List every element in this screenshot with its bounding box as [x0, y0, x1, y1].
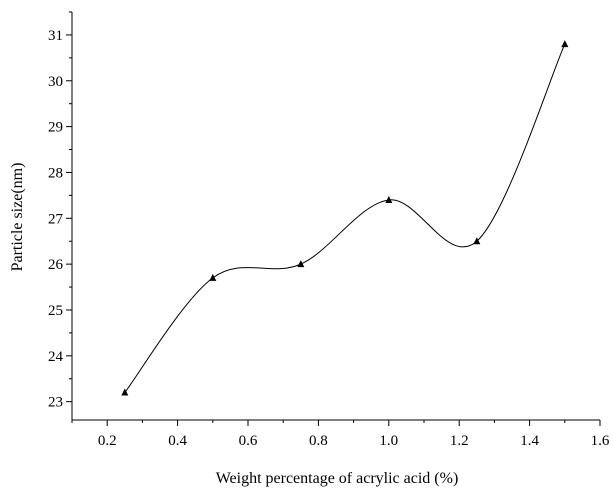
x-tick-label: 0.8: [309, 433, 328, 449]
x-axis-label: Weight percentage of acrylic acid (%): [216, 470, 459, 487]
data-point-marker: [209, 273, 217, 281]
y-tick-label: 23: [48, 395, 63, 411]
y-tick-label: 28: [48, 165, 63, 181]
y-tick-label: 27: [48, 211, 64, 227]
series-line: [124, 43, 566, 393]
x-tick-label: 0.4: [168, 433, 187, 449]
y-tick-label: 30: [48, 74, 63, 90]
data-markers: [121, 40, 569, 396]
data-point-marker: [121, 388, 129, 396]
plot-area: 0.2 0.4 0.6 0.8 1.0 1.2 1.4 1.6 23 24 25 26 27 28 29 3…: [48, 11, 610, 449]
x-ticks: 0.2 0.4 0.6 0.8 1.0 1.2 1.4 1.6: [71, 420, 610, 449]
y-ticks: 23 24 25 26 27 28 29 30 31: [48, 11, 72, 411]
x-tick-label: 1.2: [450, 433, 469, 449]
data-point-marker: [385, 195, 393, 203]
data-point-marker: [473, 237, 481, 245]
y-tick-label: 29: [48, 120, 63, 136]
x-tick-label: 0.6: [239, 433, 258, 449]
y-tick-label: 31: [48, 28, 63, 44]
y-axis-label: Particle size(nm): [9, 163, 26, 272]
x-tick-label: 1.0: [379, 433, 398, 449]
x-tick-label: 1.4: [520, 433, 539, 449]
x-tick-label: 0.2: [98, 433, 117, 449]
y-tick-label: 26: [48, 257, 64, 273]
data-point-marker: [297, 260, 305, 268]
y-tick-label: 24: [48, 349, 64, 365]
x-tick-label: 1.6: [591, 433, 610, 449]
data-point-marker: [561, 40, 569, 48]
y-tick-label: 25: [48, 303, 63, 319]
